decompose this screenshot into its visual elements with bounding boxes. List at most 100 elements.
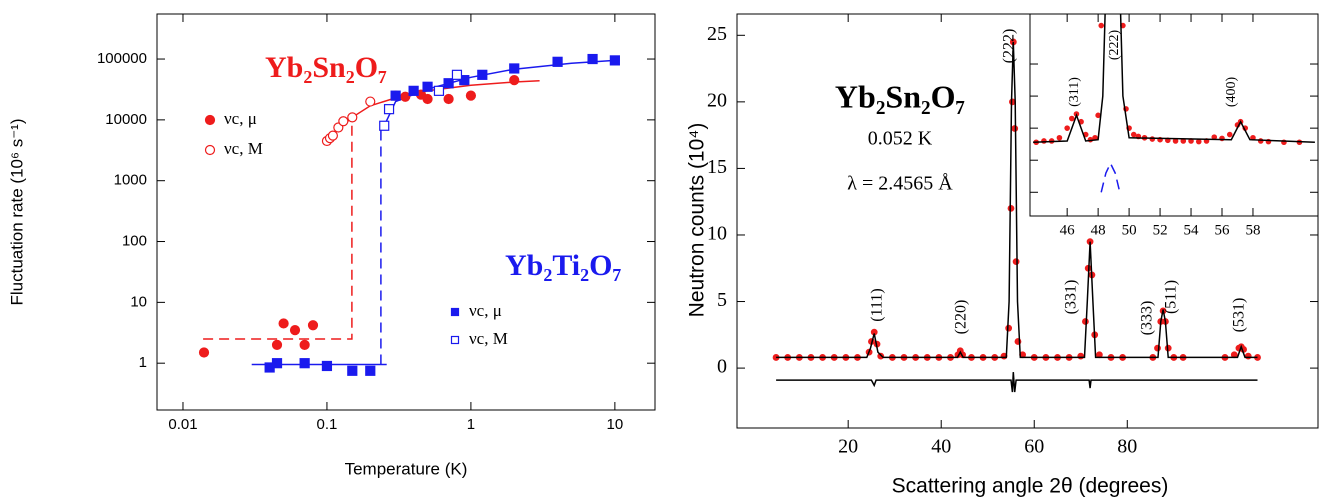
x-axis-label: Temperature (K) xyxy=(345,459,468,478)
y-tick-label: 10000 xyxy=(105,111,147,128)
data-point xyxy=(299,358,310,369)
data-point xyxy=(477,69,488,80)
data-point xyxy=(347,112,358,123)
data-point xyxy=(443,78,454,89)
data-point xyxy=(198,347,210,358)
series-line xyxy=(776,372,1258,393)
x-axis-label: Scattering angle 2θ (degrees) xyxy=(892,475,1169,498)
data-point xyxy=(1011,125,1019,132)
fit-curve xyxy=(383,59,615,127)
y-tick-label: 100000 xyxy=(97,50,147,67)
y-tick-label: 10 xyxy=(707,223,727,245)
peak-label: (400) xyxy=(1224,77,1239,108)
x-tick-label: 20 xyxy=(838,436,858,458)
plot-frame xyxy=(156,13,656,411)
data-point xyxy=(383,104,395,115)
y-tick-label: 25 xyxy=(707,23,727,45)
legend-marker xyxy=(204,114,216,126)
data-point xyxy=(609,55,620,66)
data-point xyxy=(443,93,454,105)
x-tick-label: 50 xyxy=(1122,222,1137,238)
chart: 0.01 0.1 1 10 1 10 100 1000 10000 100000 Temperatu… xyxy=(7,13,656,478)
data-point xyxy=(509,75,520,86)
data-point xyxy=(321,360,333,372)
peak-label: (311) xyxy=(1067,77,1082,107)
x-tick-label: 54 xyxy=(1184,222,1200,238)
annotation: Yb₂Sn₂O₇ xyxy=(835,78,965,114)
y-tick-label: 1000 xyxy=(114,172,147,189)
data-point xyxy=(552,56,563,67)
y-tick-label: 10 xyxy=(130,293,147,310)
annotation: λ = 2.4565 Å xyxy=(847,173,953,195)
data-point xyxy=(400,91,411,102)
y-tick-label: 0 xyxy=(717,356,727,378)
data-point xyxy=(1064,125,1070,131)
data-point xyxy=(587,53,598,65)
data-point xyxy=(422,93,433,105)
data-point xyxy=(1005,324,1013,332)
peak-label: (220) xyxy=(953,300,970,335)
data-point xyxy=(327,130,339,141)
x-tick-label: 1 xyxy=(467,416,475,433)
legend-label: νc, M xyxy=(224,139,263,158)
data-point xyxy=(379,120,390,131)
data-point xyxy=(1069,115,1075,122)
legend-marker xyxy=(450,335,460,345)
data-point xyxy=(1056,134,1063,141)
x-tick-label: 0.01 xyxy=(168,416,197,433)
data-point xyxy=(299,339,310,350)
series-line xyxy=(776,41,1258,359)
data-point xyxy=(271,339,283,350)
data-point xyxy=(1130,131,1137,138)
y-axis-label: Neutron counts (10⁴) xyxy=(686,123,709,318)
peak-label: (222) xyxy=(1107,30,1122,61)
x-tick-label: 46 xyxy=(1060,222,1076,238)
x-tick-label: 60 xyxy=(1024,436,1044,458)
data-point xyxy=(1226,131,1233,138)
x-tick-label: 56 xyxy=(1215,222,1231,238)
plot-frame xyxy=(1029,13,1319,217)
legend-marker xyxy=(204,144,216,156)
data-point xyxy=(459,75,470,86)
peak-label: (331) xyxy=(1063,280,1080,315)
x-tick-label: 52 xyxy=(1153,222,1168,238)
data-point xyxy=(1098,22,1105,29)
legend-label: νc, M xyxy=(469,329,508,348)
data-point xyxy=(509,63,520,74)
data-point xyxy=(465,90,477,101)
data-point xyxy=(278,318,289,329)
data-point xyxy=(422,81,433,92)
annotation: Yb₂Ti₂O₇ xyxy=(505,249,621,282)
data-point xyxy=(338,116,349,127)
data-point xyxy=(408,85,419,96)
x-tick-label: 10 xyxy=(607,416,624,433)
data-point xyxy=(365,365,376,376)
chart: 20 40 60 80 0 5 10 15 20 25 Scattering angle 2θ (d… xyxy=(686,13,1319,498)
series-line xyxy=(1033,14,1315,144)
x-tick-label: 58 xyxy=(1245,222,1260,238)
data-point xyxy=(451,69,463,80)
fit-curve xyxy=(203,117,353,340)
annotation: Yb₂Sn₂O₇ xyxy=(265,51,387,84)
data-point xyxy=(289,324,301,336)
peak-label: (511) xyxy=(1163,280,1180,314)
y-tick-label: 100 xyxy=(122,232,147,249)
data-point xyxy=(1195,138,1202,145)
data-point xyxy=(1008,98,1016,106)
y-tick-label: 1 xyxy=(139,354,147,371)
peak-label: (531) xyxy=(1231,298,1248,333)
y-axis-label: Fluctuation rate (10⁶ s⁻¹) xyxy=(7,119,26,306)
data-point xyxy=(1012,258,1020,266)
x-tick-label: 80 xyxy=(1117,436,1137,458)
y-tick-label: 20 xyxy=(707,89,727,111)
legend-label: νc, μ xyxy=(224,109,257,128)
data-point xyxy=(877,352,885,360)
data-point xyxy=(1082,318,1089,325)
chart: 4648505254565800.511.52(311)(222)(400) xyxy=(1029,13,1319,238)
y-tick-label: 5 xyxy=(717,289,727,311)
data-point xyxy=(307,320,319,331)
legend-label: νc, μ xyxy=(469,301,502,320)
x-tick-label: 40 xyxy=(931,436,951,458)
data-point xyxy=(1095,112,1101,119)
